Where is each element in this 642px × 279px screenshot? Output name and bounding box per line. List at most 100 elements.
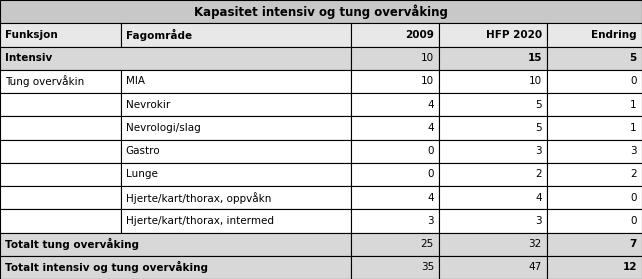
Text: Fagområde: Fagområde [126,29,192,41]
Text: Totalt tung overvåking: Totalt tung overvåking [5,238,139,250]
Text: 1: 1 [630,100,637,110]
Bar [0,209,121,232]
Bar [121,116,351,140]
Bar [121,140,351,163]
Bar [0,256,351,279]
Bar [0,232,351,256]
Bar [351,163,439,186]
Bar [439,232,547,256]
Bar [0,186,121,209]
Text: 25: 25 [421,239,434,249]
Text: 2: 2 [630,169,637,179]
Bar [547,140,642,163]
Text: 1: 1 [630,123,637,133]
Text: Kapasitet intensiv og tung overvåking: Kapasitet intensiv og tung overvåking [194,4,448,19]
Bar [351,186,439,209]
Text: 3: 3 [428,216,434,226]
Text: 15: 15 [527,53,542,63]
Bar [439,93,547,116]
Bar [0,116,121,140]
Bar [351,256,439,279]
Text: Nevrokir: Nevrokir [126,100,170,110]
Bar [0,47,351,70]
Text: MIA: MIA [126,76,145,86]
Bar [547,47,642,70]
Text: Totalt intensiv og tung overvåking: Totalt intensiv og tung overvåking [5,261,208,273]
Bar [351,140,439,163]
Text: 5: 5 [535,100,542,110]
Text: 0: 0 [630,193,637,203]
Bar [547,256,642,279]
Text: Lunge: Lunge [126,169,158,179]
Text: 4: 4 [535,193,542,203]
Text: Tung overvåkin: Tung overvåkin [5,75,84,87]
Bar [439,23,547,47]
Text: 0: 0 [630,216,637,226]
Text: 4: 4 [428,123,434,133]
Bar [351,209,439,232]
Text: 10: 10 [421,76,434,86]
Text: Hjerte/kart/thorax, intermed: Hjerte/kart/thorax, intermed [126,216,274,226]
Text: HFP 2020: HFP 2020 [486,30,542,40]
Bar [351,116,439,140]
Text: 47: 47 [528,262,542,272]
Bar [439,256,547,279]
Bar [0,70,121,93]
Bar [121,93,351,116]
Bar [547,209,642,232]
Text: 10: 10 [421,53,434,63]
Text: 32: 32 [528,239,542,249]
Bar [547,116,642,140]
Text: Funksjon: Funksjon [5,30,58,40]
Bar [121,163,351,186]
Bar [351,70,439,93]
Text: 4: 4 [428,193,434,203]
Text: 2009: 2009 [405,30,434,40]
Bar [0,23,121,47]
Text: 2: 2 [535,169,542,179]
Text: 3: 3 [630,146,637,156]
Bar [439,209,547,232]
Bar [0,163,121,186]
Text: Nevrologi/slag: Nevrologi/slag [126,123,200,133]
Text: 0: 0 [428,169,434,179]
Text: 35: 35 [421,262,434,272]
Bar [0,0,642,23]
Text: 3: 3 [535,146,542,156]
Text: 4: 4 [428,100,434,110]
Text: 3: 3 [535,216,542,226]
Bar [547,93,642,116]
Bar [351,47,439,70]
Bar [439,140,547,163]
Bar [351,23,439,47]
Text: 10: 10 [529,76,542,86]
Bar [439,116,547,140]
Text: Gastro: Gastro [126,146,160,156]
Bar [547,23,642,47]
Bar [121,209,351,232]
Bar [439,47,547,70]
Bar [351,232,439,256]
Text: 12: 12 [622,262,637,272]
Bar [547,232,642,256]
Bar [121,70,351,93]
Bar [439,186,547,209]
Text: 5: 5 [630,53,637,63]
Text: 7: 7 [630,239,637,249]
Bar [547,70,642,93]
Text: Hjerte/kart/thorax, oppvåkn: Hjerte/kart/thorax, oppvåkn [126,192,271,204]
Bar [547,186,642,209]
Text: Endring: Endring [591,30,637,40]
Bar [121,23,351,47]
Bar [351,93,439,116]
Text: 0: 0 [630,76,637,86]
Text: 0: 0 [428,146,434,156]
Bar [547,163,642,186]
Bar [439,163,547,186]
Bar [439,70,547,93]
Bar [121,186,351,209]
Bar [0,93,121,116]
Text: 5: 5 [535,123,542,133]
Text: Intensiv: Intensiv [5,53,53,63]
Bar [0,140,121,163]
